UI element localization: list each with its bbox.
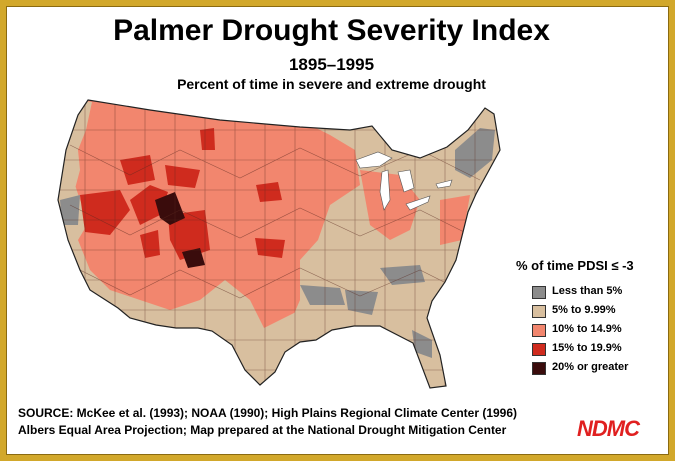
lake-huron (397, 169, 415, 193)
region-grey-south (300, 285, 345, 305)
lake-michigan (379, 169, 391, 211)
region-red-ks (255, 238, 285, 258)
region-red-wy (165, 165, 200, 188)
region-red-mt (200, 128, 215, 150)
lake-superior (355, 151, 393, 169)
region-dark-wy-ut (155, 192, 185, 225)
us-climate-divisions (58, 100, 500, 388)
legend-swatch (532, 343, 546, 356)
ndmc-logo: NDMC (577, 416, 640, 441)
map-description: Percent of time in severe and extreme dr… (177, 76, 486, 92)
map-years: 1895–1995 (288, 55, 375, 74)
region-red-id (120, 155, 155, 185)
legend-swatch (532, 305, 546, 318)
legend-swatch (532, 286, 546, 299)
map-title: Palmer Drought Severity Index (113, 14, 550, 47)
great-lakes (355, 151, 453, 211)
region-grey-ca (60, 195, 80, 225)
region-red-sd (256, 182, 282, 202)
region-red-co (168, 210, 210, 260)
legend-label: 15% to 19.9% (552, 342, 622, 354)
legend-label: 5% to 9.99% (552, 304, 616, 316)
legend-title: % of time PDSI ≤ -3 (516, 258, 634, 273)
source-line: SOURCE: McKee et al. (1993); NOAA (1990)… (18, 406, 518, 420)
legend-label: 20% or greater (552, 361, 629, 373)
projection-line: Albers Equal Area Projection; Map prepar… (18, 423, 507, 437)
footer-text: SOURCE: McKee et al. (1993); NOAA (1990)… (18, 405, 517, 439)
lake-ontario (435, 179, 453, 189)
region-dark-nm (182, 248, 205, 268)
region-red-ut (130, 185, 168, 225)
legend-label: Less than 5% (552, 285, 623, 297)
lake-erie (405, 195, 431, 211)
us-outline (57, 99, 501, 389)
legend-label: 10% to 14.9% (552, 323, 622, 335)
region-gulf-coast (260, 310, 320, 380)
region-grey-fl (412, 330, 432, 358)
region-red-nv (80, 190, 130, 235)
legend-swatch (532, 324, 546, 337)
division-lines (58, 100, 500, 388)
legend-swatch (532, 362, 546, 375)
region-grey-miss (345, 290, 378, 315)
